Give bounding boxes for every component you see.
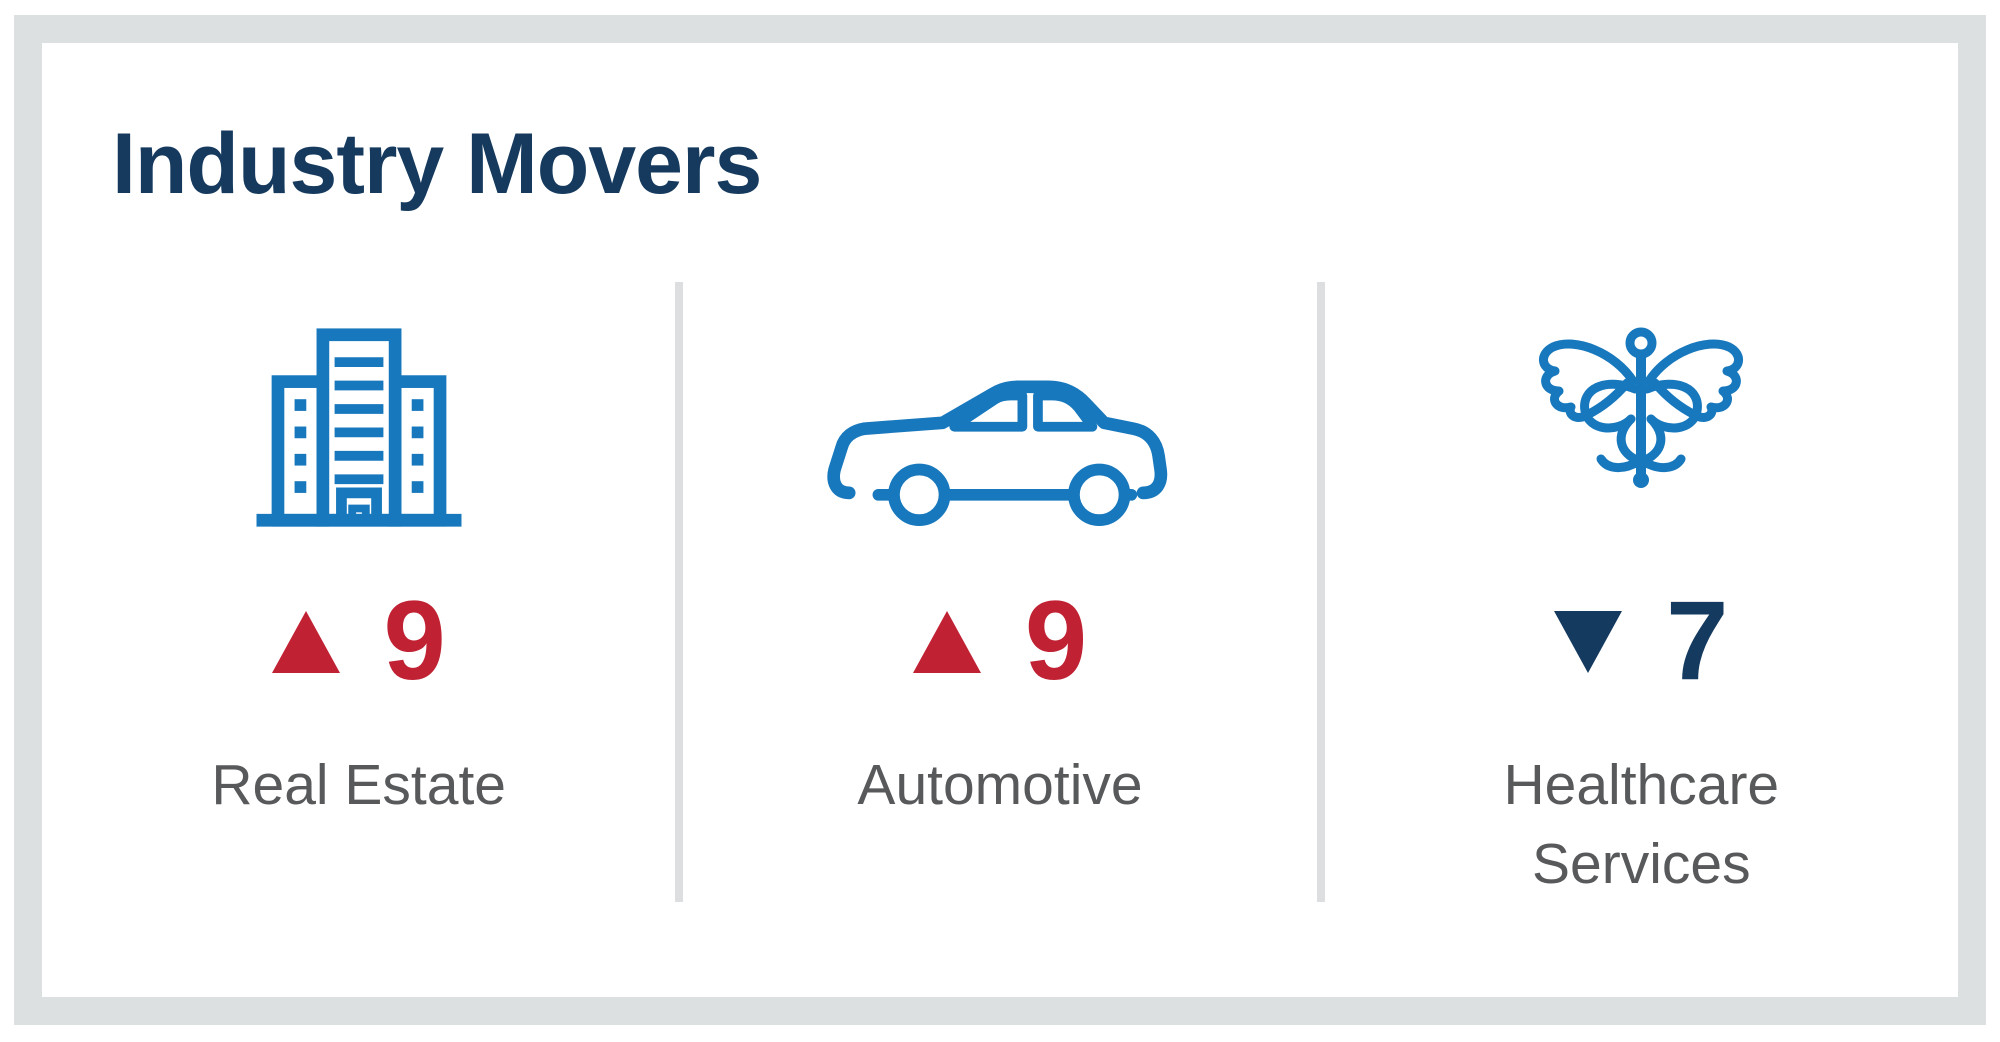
industry-columns: 9 Real Estate — [42, 242, 1958, 906]
up-triangle-icon — [912, 610, 981, 673]
up-triangle-icon — [271, 610, 340, 673]
column-divider — [1316, 281, 1325, 902]
car-icon — [827, 380, 1168, 526]
move-indicator: 9 — [271, 578, 446, 704]
move-value: 9 — [383, 578, 446, 704]
industry-label: Real Estate — [211, 752, 506, 817]
move-indicator: 9 — [912, 578, 1088, 704]
down-triangle-icon — [1554, 610, 1623, 673]
column-automotive: 9 Automotive — [683, 242, 1316, 826]
industry-label: Healthcare Services — [1503, 752, 1780, 897]
industry-label: Automotive — [857, 752, 1143, 817]
page-title: Industry Movers — [112, 116, 762, 212]
column-real-estate: 9 Real Estate — [42, 242, 675, 826]
caduceus-icon — [1539, 327, 1744, 488]
building-icon — [256, 328, 462, 527]
move-value: 7 — [1666, 578, 1729, 704]
column-healthcare-services: 7 Healthcare Services — [1325, 242, 1958, 906]
move-indicator: 7 — [1554, 578, 1729, 704]
industry-movers-card: Industry Movers — [14, 15, 1986, 1025]
move-value: 9 — [1024, 578, 1088, 704]
column-divider — [675, 281, 684, 902]
